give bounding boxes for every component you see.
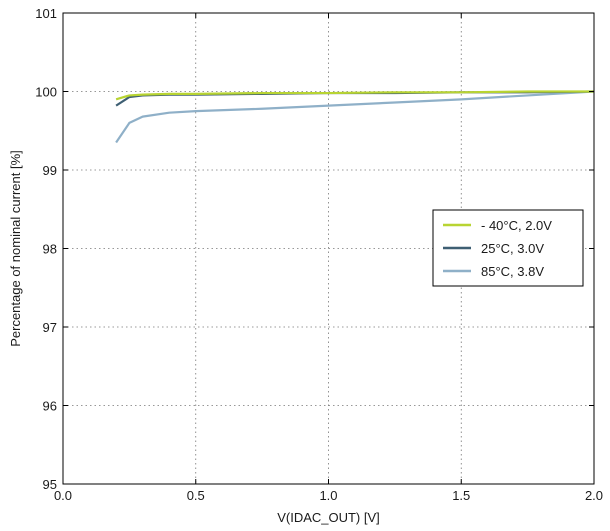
ticks: 0.0 0.5 1.0 1.5 2.0 95 96 97 98 99 100 101 <box>35 6 603 503</box>
series-layer <box>115 90 595 144</box>
legend: - 40°C, 2.0V 25°C, 3.0V 85°C, 3.8V <box>432 209 584 287</box>
y-tick-label: 101 <box>35 6 57 21</box>
y-tick-label: 98 <box>43 242 57 257</box>
series-line-2 <box>115 90 595 144</box>
x-tick-label: 1.5 <box>452 488 470 503</box>
x-tick-label: 0.5 <box>187 488 205 503</box>
x-tick-label: 2.0 <box>585 488 603 503</box>
x-tick-label: 0.0 <box>54 488 72 503</box>
y-tick-label: 100 <box>35 85 57 100</box>
y-tick-label: 96 <box>43 399 57 414</box>
legend-label-2: 85°C, 3.8V <box>481 264 544 279</box>
y-tick-label: 97 <box>43 320 57 335</box>
y-tick-label: 95 <box>43 477 57 492</box>
series-line-0 <box>115 90 594 101</box>
legend-label-1: 25°C, 3.0V <box>481 241 544 256</box>
y-axis-label: Percentage of nominal current [%] <box>8 150 23 347</box>
x-tick-label: 1.0 <box>319 488 337 503</box>
x-axis-label: V(IDAC_OUT) [V] <box>277 510 380 525</box>
legend-label-0: - 40°C, 2.0V <box>481 218 552 233</box>
y-tick-label: 99 <box>43 163 57 178</box>
